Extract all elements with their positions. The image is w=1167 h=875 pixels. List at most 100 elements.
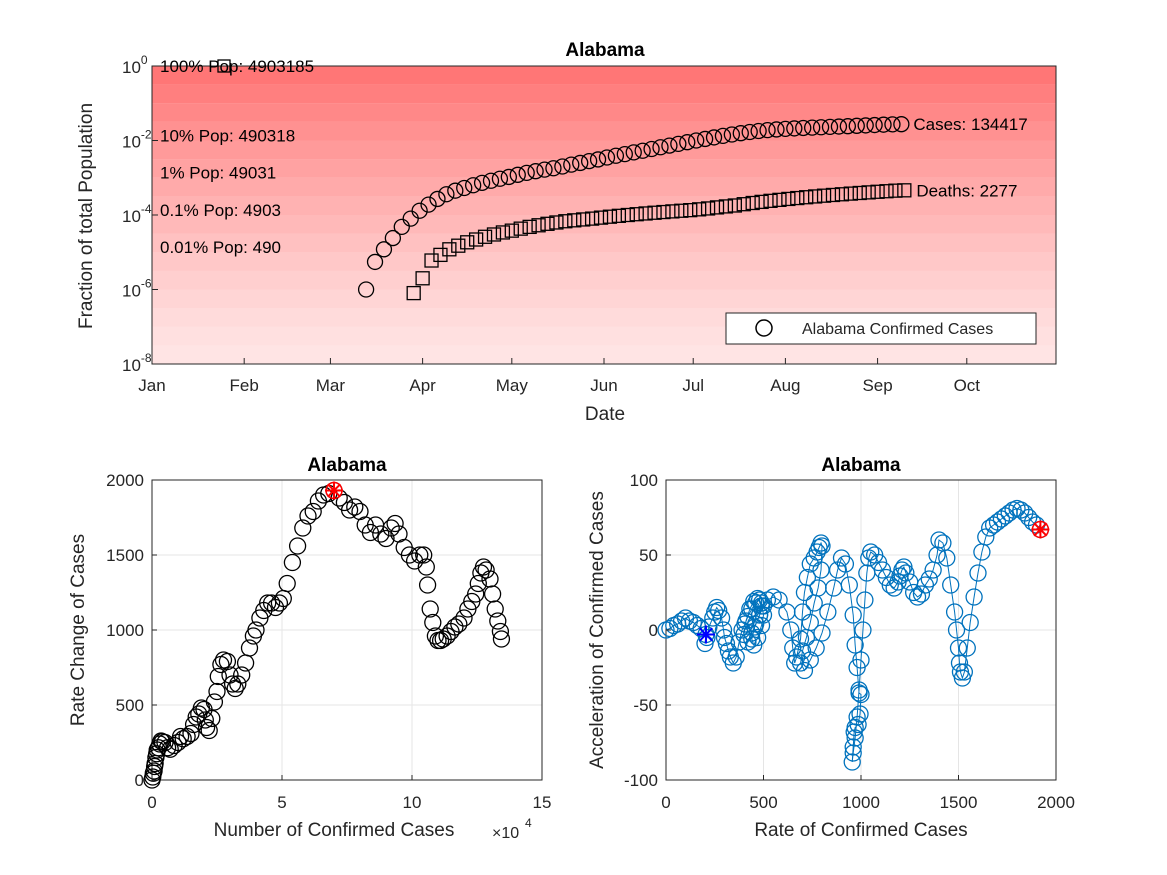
bl-marker (184, 715, 203, 734)
bl-x-tick-label: 10 (403, 793, 422, 812)
cases-marker (866, 116, 883, 134)
population-band (152, 345, 1056, 364)
top-x-tick-label: Feb (230, 376, 259, 395)
cases-marker (848, 117, 865, 134)
cases-marker (554, 158, 571, 175)
br-marker (846, 636, 864, 654)
deaths-marker (576, 212, 591, 227)
br-marker (813, 624, 831, 642)
br-y-tick-label: 50 (639, 546, 658, 565)
bl-marker (165, 736, 183, 755)
population-band (152, 233, 1056, 253)
br-marker (881, 576, 899, 594)
cases-marker (509, 166, 526, 183)
br-marker (945, 603, 964, 621)
deaths-marker (763, 193, 778, 208)
br-marker (795, 661, 814, 680)
br-marker (897, 564, 915, 582)
cases-marker (893, 116, 910, 133)
top-panel: Cases: 134417 Deaths: 2277 100% Pop: 4903… (76, 40, 1057, 425)
br-marker (805, 594, 823, 612)
cases-marker (652, 139, 669, 156)
cases-marker (393, 218, 410, 236)
bl-marker (208, 682, 226, 701)
br-marker (797, 628, 816, 647)
br-marker (885, 579, 903, 597)
cases-marker (670, 135, 687, 153)
top-series-markers (357, 116, 912, 301)
cases-marker (473, 174, 491, 191)
br-start-star-stroke (698, 627, 713, 642)
bl-marker (491, 622, 510, 641)
population-band (152, 84, 1056, 104)
deaths-marker (772, 192, 787, 208)
br-y-tick-label: -100 (624, 771, 658, 790)
deaths-marker (834, 187, 850, 202)
bl-marker (247, 621, 265, 639)
deaths-marker (852, 185, 867, 201)
bl-marker (182, 724, 200, 743)
br-start-star (696, 625, 715, 644)
cases-marker (429, 190, 446, 208)
bl-marker (489, 612, 507, 630)
deaths-marker (674, 203, 689, 218)
deaths-marker (736, 197, 751, 212)
cases-marker (420, 196, 437, 213)
population-band-label: 0.1% Pop: 4903 (160, 201, 281, 220)
cases-marker (821, 118, 839, 136)
bl-marker (424, 613, 442, 632)
br-marker (844, 744, 862, 762)
br-marker (832, 549, 851, 567)
cases-marker (527, 163, 544, 180)
population-band (152, 121, 1056, 141)
cases-marker (616, 146, 633, 163)
legend-label: Alabama Confirmed Cases (802, 321, 993, 338)
cases-marker (830, 118, 848, 135)
br-marker (854, 621, 872, 639)
cases-marker (795, 119, 812, 137)
population-band (152, 270, 1056, 290)
deaths-marker (477, 229, 493, 244)
br-marker (813, 537, 831, 555)
cases-marker (804, 119, 821, 136)
bl-marker (233, 666, 251, 684)
deaths-marker (602, 209, 618, 224)
deaths-marker (406, 285, 421, 301)
bl-marker (340, 501, 359, 519)
bl-series-markers (143, 481, 511, 789)
cases-marker (857, 117, 874, 134)
br-marker (942, 576, 960, 594)
br-marker (770, 591, 788, 609)
cases-marker (634, 142, 651, 159)
bl-marker (386, 514, 404, 533)
br-marker (852, 651, 870, 669)
population-band-label: 10% Pop: 490318 (160, 126, 295, 145)
deaths-marker (807, 189, 823, 204)
cases-marker (643, 140, 660, 158)
bl-marker (209, 667, 227, 686)
br-marker (714, 621, 733, 639)
br-marker (672, 612, 691, 630)
cases-marker (518, 164, 535, 182)
population-band (152, 140, 1056, 160)
br-marker (750, 606, 769, 624)
deaths-marker (468, 232, 484, 247)
cases-marker (536, 161, 553, 178)
cases-marker (572, 154, 589, 172)
br-marker (958, 639, 976, 657)
bl-x-multiplier-exp: 4 (525, 816, 532, 830)
br-marker (788, 648, 806, 666)
top-x-tick-label: Jun (590, 376, 617, 395)
top-x-tick-label: May (496, 376, 529, 395)
br-y-tick-label: 0 (649, 621, 658, 640)
bl-marker (240, 639, 259, 657)
deaths-marker (754, 194, 769, 210)
bl-y-tick-label: 2000 (106, 471, 144, 490)
bl-marker (450, 615, 468, 633)
br-marker (843, 753, 861, 771)
br-marker (846, 729, 864, 747)
deaths-marker (709, 200, 725, 215)
population-band (152, 159, 1056, 178)
bl-highlight-star-stroke (326, 483, 342, 498)
